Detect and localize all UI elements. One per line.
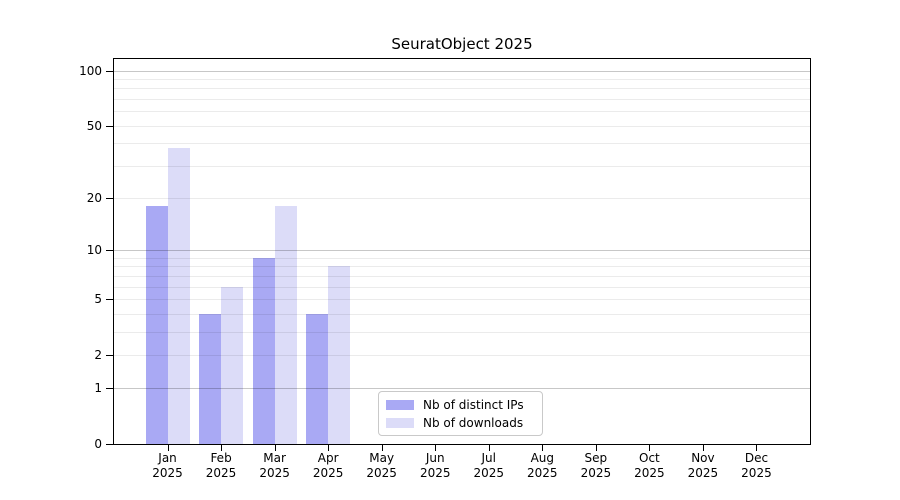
x-tick-mar	[274, 445, 276, 451]
y-tick-label-1: 1	[94, 380, 102, 395]
y-tick-label-10: 10	[86, 242, 102, 257]
y-tick-label-5: 5	[94, 291, 102, 306]
y-tick-0	[106, 444, 113, 445]
chart-title: SeuratObject 2025	[391, 35, 533, 53]
y-tick-label-50: 50	[86, 118, 102, 133]
x-tick-label-feb: Feb 2025	[205, 451, 237, 480]
gridline-y-9	[114, 257, 810, 259]
legend-item-downloads: Nb of downloads	[386, 416, 542, 430]
gridline-y-5	[114, 298, 810, 300]
x-tick-label-may: May 2025	[366, 451, 397, 480]
gridline-y-1	[114, 387, 810, 389]
gridline-y-10	[114, 249, 810, 251]
gridline-y-2	[114, 355, 810, 357]
legend-label-distinct-ips: Nb of distinct IPs	[423, 397, 524, 412]
y-tick-label-0: 0	[94, 437, 102, 451]
legend-swatch-downloads	[386, 417, 414, 428]
legend: Nb of distinct IPs Nb of downloads	[378, 391, 543, 436]
x-tick-label-jan: Jan 2025	[152, 451, 183, 480]
gridline-y-6	[114, 286, 810, 288]
legend-swatch-distinct-ips	[386, 399, 414, 410]
gridline-y-30	[114, 166, 810, 168]
x-tick-dec	[756, 445, 758, 451]
x-tick-label-oct: Oct 2025	[634, 451, 665, 480]
plot-bottom-spine	[113, 444, 811, 445]
bar-downloads-mar	[274, 205, 297, 444]
bar-distinct-ips-mar	[252, 257, 275, 444]
bar-downloads-jan	[167, 147, 190, 444]
bar-distinct-ips-feb	[199, 313, 222, 444]
x-tick-label-mar: Mar 2025	[259, 451, 290, 480]
gridline-y-20	[114, 197, 810, 199]
y-tick-5	[106, 298, 113, 300]
y-tick-1	[106, 387, 113, 389]
x-tick-label-sep: Sep 2025	[580, 451, 612, 480]
x-tick-aug	[542, 445, 544, 451]
gridline-y-100	[114, 70, 810, 72]
y-tick-10	[106, 249, 113, 251]
gridline-y-4	[114, 313, 810, 315]
x-tick-label-jun: Jun 2025	[419, 451, 451, 480]
x-tick-label-dec: Dec 2025	[741, 451, 772, 480]
legend-label-downloads: Nb of downloads	[423, 415, 524, 430]
y-tick-50	[106, 125, 113, 127]
bar-distinct-ips-jan	[145, 205, 168, 444]
y-tick-20	[106, 197, 113, 199]
x-tick-may	[381, 445, 383, 451]
gridline-y-90	[114, 78, 810, 80]
gridline-y-40	[114, 143, 810, 145]
gridline-y-3	[114, 331, 810, 333]
x-tick-jan	[167, 445, 169, 451]
y-tick-label-2: 2	[94, 348, 102, 363]
x-tick-label-nov: Nov 2025	[687, 451, 719, 480]
x-tick-sep	[595, 445, 597, 451]
x-tick-nov	[702, 445, 704, 451]
gridline-y-8	[114, 266, 810, 268]
x-tick-label-apr: Apr 2025	[312, 451, 344, 480]
gridline-y-7	[114, 275, 810, 277]
y-tick-label-20: 20	[86, 190, 102, 205]
legend-item-distinct-ips: Nb of distinct IPs	[386, 398, 542, 412]
plot-top-spine	[113, 58, 811, 59]
y-tick-label-100: 100	[79, 63, 102, 78]
x-tick-jun	[435, 445, 437, 451]
gridline-y-70	[114, 99, 810, 101]
plot-left-spine	[113, 58, 114, 445]
x-tick-jul	[488, 445, 490, 451]
gridline-y-50	[114, 125, 810, 127]
gridline-y-80	[114, 88, 810, 90]
x-tick-apr	[328, 445, 330, 451]
bar-downloads-feb	[221, 286, 244, 444]
y-tick-2	[106, 355, 113, 357]
gridline-y-60	[114, 111, 810, 113]
x-tick-label-jul: Jul 2025	[473, 451, 505, 480]
bar-downloads-apr	[328, 266, 351, 444]
x-tick-feb	[221, 445, 223, 451]
y-tick-100	[106, 70, 113, 72]
x-tick-oct	[649, 445, 651, 451]
plot-right-spine	[810, 58, 811, 445]
x-tick-label-aug: Aug 2025	[527, 451, 558, 480]
bar-distinct-ips-apr	[306, 313, 329, 444]
